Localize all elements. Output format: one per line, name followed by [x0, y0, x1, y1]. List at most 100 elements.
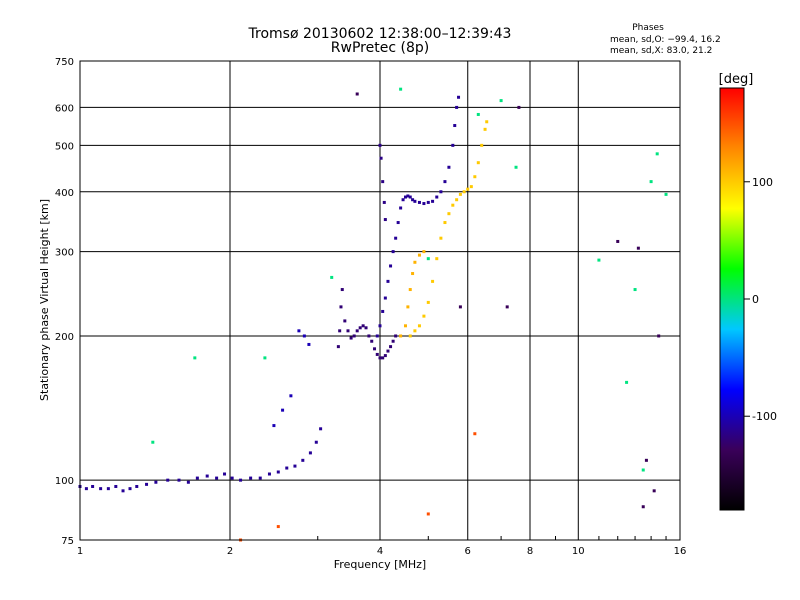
colorbar-ticks: 100 0 -100: [744, 176, 777, 423]
data-point: [379, 156, 383, 160]
data-point: [443, 221, 447, 225]
data-point: [453, 124, 457, 128]
data-point: [413, 260, 417, 264]
data-point: [346, 329, 350, 333]
data-point: [382, 200, 386, 204]
data-point: [641, 468, 645, 472]
y-tick-label: 75: [61, 536, 74, 547]
data-point: [435, 257, 439, 261]
data-point: [462, 190, 466, 194]
data-point: [401, 198, 405, 202]
data-point: [476, 161, 480, 165]
data-point: [422, 314, 426, 318]
data-point: [439, 236, 443, 240]
data-point: [447, 165, 451, 169]
data-point: [636, 246, 640, 250]
data-point: [447, 212, 451, 216]
data-point: [106, 487, 110, 491]
y-tick-label: 100: [55, 476, 74, 487]
plot-frame: [79, 60, 681, 541]
data-point: [258, 476, 262, 480]
y-tick-label: 200: [55, 332, 74, 343]
y-tick-label: 500: [55, 141, 74, 152]
data-point: [458, 305, 462, 309]
data-point: [99, 487, 103, 491]
data-point: [249, 476, 253, 480]
data-point: [413, 199, 417, 203]
data-point: [381, 309, 385, 313]
data-point: [389, 345, 393, 349]
data-point: [375, 334, 379, 338]
data-point: [422, 202, 426, 206]
y-tick-label: 600: [55, 103, 74, 114]
data-point: [145, 482, 149, 486]
data-point: [469, 185, 473, 189]
data-point: [370, 339, 374, 343]
stats-x-line: mean, sd,X: 83.0, 21.2: [610, 46, 712, 56]
data-point: [195, 476, 199, 480]
data-point: [239, 478, 243, 482]
data-point: [223, 472, 227, 476]
data-point: [426, 300, 430, 304]
data-point: [358, 326, 362, 330]
data-point: [413, 329, 417, 333]
data-point: [383, 218, 387, 222]
data-point: [411, 198, 415, 202]
data-point: [154, 480, 158, 484]
data-point: [466, 187, 470, 191]
data-point: [263, 356, 267, 360]
y-tick-label: 750: [55, 57, 74, 68]
data-point: [84, 487, 88, 491]
data-point: [128, 487, 132, 491]
data-point: [378, 356, 382, 360]
data-point: [431, 279, 435, 283]
data-point: [230, 476, 234, 480]
data-point: [166, 478, 170, 482]
data-point: [177, 478, 181, 482]
data-point: [389, 264, 393, 268]
data-point: [483, 127, 487, 131]
x-tick-label: 8: [527, 546, 533, 557]
data-point: [391, 339, 395, 343]
data-point: [473, 175, 477, 179]
data-point: [193, 356, 197, 360]
data-point: [431, 199, 435, 203]
data-point: [386, 279, 390, 283]
data-point: [340, 288, 344, 292]
data-point: [215, 476, 219, 480]
y-tick-label: 300: [55, 248, 74, 259]
data-point: [616, 239, 620, 243]
data-point: [443, 180, 447, 184]
data-point: [476, 112, 480, 116]
data-point: [355, 92, 359, 96]
data-point: [319, 427, 323, 431]
data-point: [657, 334, 661, 338]
data-point: [349, 336, 353, 340]
data-point: [135, 484, 139, 488]
data-point: [378, 324, 382, 328]
data-point: [480, 143, 484, 147]
x-tick-label: 4: [377, 546, 383, 557]
data-point: [455, 198, 459, 202]
colorbar: [719, 87, 745, 511]
data-point: [352, 334, 356, 338]
data-point: [205, 474, 209, 478]
data-point: [281, 408, 285, 412]
data-point: [403, 324, 407, 328]
x-tick-label: 6: [465, 546, 471, 557]
data-point: [426, 512, 430, 516]
stats-o-line: mean, sd,O: −99.4, 16.2: [610, 35, 721, 45]
stats-heading: Phases: [632, 23, 664, 33]
data-point: [394, 236, 398, 240]
chart-title: Tromsø 20130602 12:38:00–12:39:43: [248, 26, 512, 42]
data-point: [381, 180, 385, 184]
data-point: [655, 152, 659, 156]
data-point: [633, 288, 637, 292]
data-point: [411, 272, 415, 276]
data-point: [386, 349, 390, 353]
data-point: [367, 334, 371, 338]
data-point: [399, 206, 403, 210]
data-point: [399, 334, 403, 338]
data-point: [644, 458, 648, 462]
